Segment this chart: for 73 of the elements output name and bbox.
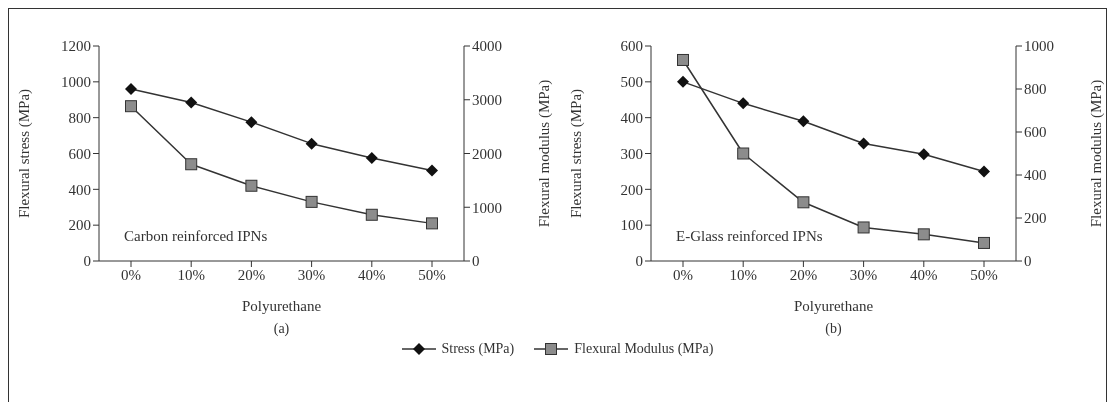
point — [245, 179, 258, 192]
point — [677, 53, 689, 66]
y2-tick-label: 2000 — [472, 145, 502, 162]
annotation: E-Glass reinforced IPNs — [676, 228, 823, 245]
point — [797, 196, 810, 209]
x-tick-label: 20% — [789, 266, 818, 283]
x-tick-label: 10% — [729, 266, 757, 283]
y2-tick-label: 200 — [1024, 210, 1047, 227]
y2-tick-label: 0 — [472, 253, 480, 270]
point — [426, 164, 438, 177]
y-axis-title: Flexural stress (MPa) — [16, 88, 34, 219]
x-tick-label: 40% — [358, 266, 386, 283]
y-tick-label: 100 — [620, 217, 643, 234]
x-tick-label: 50% — [418, 266, 446, 283]
x-tick-label: 30% — [297, 266, 326, 283]
point — [797, 115, 810, 128]
point — [305, 195, 318, 208]
text: (a) — [272, 321, 291, 337]
y-tick-label: 500 — [620, 74, 643, 91]
y-tick-label: 800 — [68, 109, 91, 126]
point — [978, 236, 990, 249]
y-tick-label: 400 — [620, 109, 643, 126]
y-tick-label: 1200 — [61, 38, 91, 55]
y2-tick-label: 0 — [1024, 253, 1032, 270]
point — [737, 147, 750, 160]
x-tick-label: 0% — [673, 266, 693, 283]
x-tick-label: 20% — [237, 266, 266, 283]
point — [978, 165, 990, 178]
legend-label: Stress (MPa) — [441, 341, 515, 357]
y-tick-label: 0 — [83, 253, 91, 270]
x-tick-label: 40% — [910, 266, 938, 283]
y2-tick-label: 3000 — [472, 92, 502, 109]
point — [917, 228, 930, 241]
y-tick-label: 200 — [68, 217, 91, 234]
point — [857, 221, 870, 234]
y2-tick-label: 4000 — [472, 38, 502, 55]
y2-axis-title: Flexural modulus (MPa) — [1088, 79, 1106, 228]
y-tick-label: 300 — [620, 145, 643, 162]
point — [677, 75, 689, 88]
y-tick-label: 400 — [68, 181, 91, 198]
x-tick-label: 30% — [849, 266, 878, 283]
y2-tick-label: 1000 — [1024, 38, 1054, 55]
x-axis-title: Polyurethane — [241, 298, 322, 314]
y2-tick-label: 600 — [1024, 124, 1047, 141]
point — [305, 137, 318, 150]
y2-tick-label: 800 — [1024, 81, 1047, 98]
point — [125, 83, 137, 95]
point — [857, 137, 870, 150]
x-tick-label: 10% — [177, 266, 205, 283]
y2-tick-label: 1000 — [472, 199, 502, 216]
x-tick-label: 0% — [121, 266, 141, 283]
point — [125, 100, 137, 113]
legend-label: Flexural Modulus (MPa) — [574, 341, 714, 357]
point — [245, 116, 258, 129]
point — [426, 217, 438, 230]
y-tick-label: 600 — [620, 38, 643, 55]
point — [185, 96, 198, 109]
y-tick-label: 0 — [635, 253, 643, 270]
x-tick-label: 50% — [970, 266, 998, 283]
y-tick-label: 200 — [620, 181, 643, 198]
y-axis-title: Flexural stress (MPa) — [568, 88, 586, 219]
point — [917, 148, 930, 161]
x-axis-title: Polyurethane — [793, 298, 874, 314]
y-tick-label: 600 — [68, 145, 91, 162]
annotation: Carbon reinforced IPNs — [124, 228, 268, 245]
point — [737, 97, 750, 110]
y2-tick-label: 400 — [1024, 167, 1047, 184]
point — [185, 158, 198, 171]
point — [365, 208, 378, 221]
y2-axis-title: Flexural modulus (MPa) — [536, 79, 554, 228]
text: (b) — [824, 321, 843, 337]
y-tick-label: 1000 — [61, 74, 91, 91]
point — [365, 151, 378, 164]
